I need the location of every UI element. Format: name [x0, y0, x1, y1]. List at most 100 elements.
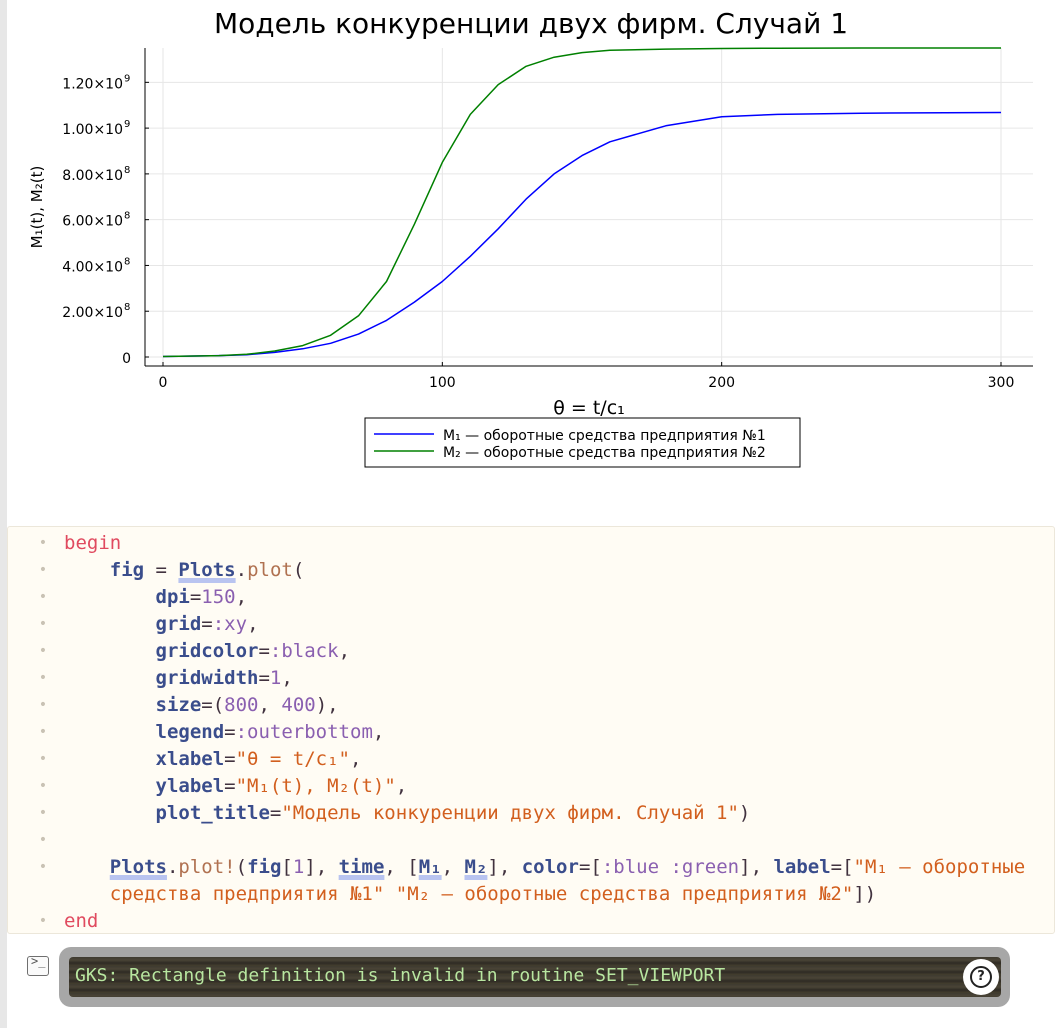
code-token: [64, 748, 156, 770]
log-message-box: GKS: Rectangle definition is invalid in …: [69, 957, 1001, 997]
legend-label-series-1: M₁ — оборотные средства предприятия №1: [443, 428, 766, 444]
series-layer: [162, 47, 1002, 358]
code-token: [64, 586, 156, 608]
line-gutter-dot: •: [38, 859, 48, 875]
code-token: xlabel: [155, 748, 225, 770]
code-token: fig: [247, 856, 282, 878]
code-token: [: [281, 856, 293, 878]
code-token: ,: [372, 721, 385, 743]
terminal-icon[interactable]: >_: [27, 954, 49, 976]
code-token: ],: [487, 856, 522, 878]
code-token: label: [773, 856, 831, 878]
code-token: =[: [578, 856, 602, 878]
code-token: .: [235, 559, 248, 581]
series-line-2: [162, 47, 1001, 358]
code-token: (: [235, 856, 248, 878]
line-gutter-dot: •: [38, 805, 48, 821]
code-token: M₂: [464, 856, 488, 878]
code-line[interactable]: • plot_title="Модель конкуренции двух фи…: [8, 800, 1048, 827]
code-token: ,: [235, 586, 248, 608]
code-line[interactable]: средства предприятия №1" "M₂ — оборотные…: [8, 881, 1048, 908]
code-token: 800: [224, 694, 259, 716]
line-gutter-dot: •: [38, 535, 48, 551]
line-gutter-dot: •: [38, 643, 48, 659]
code-token: =: [224, 775, 236, 797]
plot-output: Модель конкуренции двух фирм. Случай 1 0…: [7, 0, 1060, 520]
code-line[interactable]: • begin: [8, 530, 1048, 557]
code-token: [64, 640, 156, 662]
code-line[interactable]: • gridcolor=:black,: [8, 638, 1048, 665]
code-token: [64, 721, 156, 743]
line-gutter-dot: •: [38, 670, 48, 686]
y-tick-exponent: 8: [124, 302, 130, 313]
code-line-text: dpi=150,: [64, 584, 248, 611]
code-token: legend: [155, 721, 225, 743]
y-tick-label: 6.00×10: [62, 214, 123, 230]
y-axis-label: M₁(t), M₂(t): [28, 166, 46, 249]
y-tick-label: 1.00×10: [62, 122, 123, 138]
chart-title: Модель конкуренции двух фирм. Случай 1: [214, 7, 848, 40]
code-token: =: [201, 613, 213, 635]
code-line[interactable]: • xlabel="θ = t/c₁",: [8, 746, 1048, 773]
code-token: [659, 856, 670, 878]
code-token: "θ = t/c₁": [235, 748, 350, 770]
y-tick-label: 4.00×10: [62, 259, 123, 275]
code-token: size: [155, 694, 202, 716]
code-token: Plots: [178, 559, 236, 581]
code-token: "M₁ — оборотные: [853, 856, 1026, 878]
code-line[interactable]: • dpi=150,: [8, 584, 1048, 611]
code-line[interactable]: • ylabel="M₁(t), M₂(t)",: [8, 773, 1048, 800]
code-line[interactable]: • fig = Plots.plot(: [8, 557, 1048, 584]
code-token: ]): [853, 883, 877, 905]
code-token: ,: [395, 775, 408, 797]
code-line-text: grid=:xy,: [64, 611, 259, 638]
line-gutter-dot: •: [38, 778, 48, 794]
x-tick-label: 300: [988, 375, 1015, 391]
code-token: fig: [109, 559, 145, 581]
code-line-text: legend=:outerbottom,: [64, 719, 385, 746]
code-line[interactable]: •: [8, 827, 1048, 854]
code-line[interactable]: • gridwidth=1,: [8, 665, 1048, 692]
code-cell[interactable]: • begin • fig = Plots.plot(• dpi=150, • gri…: [7, 526, 1055, 934]
chart-svg: Модель конкуренции двух фирм. Случай 1 0…: [28, 7, 1033, 468]
code-token: [64, 667, 156, 689]
code-line[interactable]: • size=(800, 400),: [8, 692, 1048, 719]
chart-legend: M₁ — оборотные средства предприятия №1 M…: [364, 417, 801, 468]
code-token: ,: [350, 748, 362, 770]
terminal-icon-glyph: >_: [31, 954, 46, 968]
code-line[interactable]: • legend=:outerbottom,: [8, 719, 1048, 746]
code-line[interactable]: • grid=:xy,: [8, 611, 1048, 638]
grid-layer: [145, 48, 1033, 366]
code-token: "Модель конкуренции двух фирм. Случай 1": [281, 802, 739, 824]
code-token: 1: [269, 667, 282, 689]
code-token: =: [258, 667, 270, 689]
code-token: dpi: [155, 586, 190, 608]
code-token: ,: [281, 667, 293, 689]
line-gutter-dot: •: [38, 697, 48, 713]
code-token: =: [269, 802, 282, 824]
code-token: ,: [258, 694, 282, 716]
code-token: [64, 613, 156, 635]
y-tick-exponent: 8: [124, 165, 130, 176]
code-token: 150: [201, 586, 236, 608]
code-token: =: [224, 748, 236, 770]
code-token: "M₁(t), M₂(t)": [235, 775, 396, 797]
code-token: (: [292, 559, 305, 581]
line-gutter-dot: •: [38, 913, 48, 929]
x-tick-label: 0: [159, 375, 168, 391]
code-line-text: begin: [64, 530, 121, 557]
y-tick-labels: 02.00×10 84.00×10 86.00×10 88.00×10 81.00×10…: [62, 73, 131, 367]
code-token: средства предприятия №1": [64, 883, 385, 905]
code-line[interactable]: • Plots.plot!(fig[1], time, [M₁, M₂], co…: [8, 854, 1048, 881]
code-token: ,: [441, 856, 465, 878]
code-line-text: средства предприятия №1" "M₂ — оборотные…: [64, 881, 876, 908]
code-line[interactable]: • end: [8, 908, 1048, 935]
help-button[interactable]: ?: [963, 959, 999, 995]
code-token: gridcolor: [155, 640, 259, 662]
code-token: =: [189, 586, 202, 608]
legend-box: [364, 417, 801, 468]
code-line-text: gridcolor=:black,: [64, 638, 351, 665]
code-token: 1: [292, 856, 305, 878]
code-token: plot!: [178, 856, 236, 878]
y-tick-label: 1.20×10: [62, 76, 123, 92]
